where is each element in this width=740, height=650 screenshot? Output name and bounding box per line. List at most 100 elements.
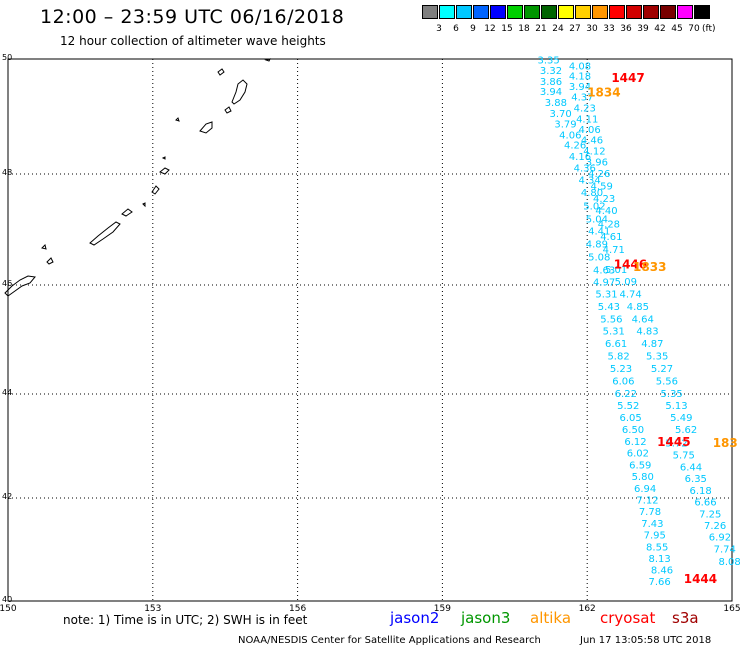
wave-height-label: 3.94 xyxy=(540,87,562,98)
wave-height-label: 6.59 xyxy=(629,460,651,471)
map-grid: 150 153 156 159 162 165 50 48 46 44 42 40 xyxy=(0,53,740,614)
latitude-tick-label: 48 xyxy=(2,168,12,177)
wave-height-label: 8.13 xyxy=(648,554,670,565)
map-subtitle: 12 hour collection of altimeter wave hei… xyxy=(60,34,326,48)
footer-credit: NOAA/NESDIS Center for Satellite Applica… xyxy=(238,635,541,646)
wave-height-label: 8.08 xyxy=(718,557,740,568)
wave-height-label: 7.66 xyxy=(648,577,670,588)
island-small-a xyxy=(224,106,232,114)
wave-height-label: 3.79 xyxy=(554,119,576,130)
wave-height-label: 5.56 xyxy=(600,315,622,326)
wave-height-label: 7.95 xyxy=(644,531,666,542)
island-iturup xyxy=(89,221,121,246)
wave-height-label: 3.96 xyxy=(586,157,608,168)
wave-height-label: 5.82 xyxy=(607,352,629,363)
wave-height-label: 4.41 xyxy=(588,226,610,237)
scale-swatch xyxy=(575,5,591,19)
scale-swatch xyxy=(609,5,625,19)
latitude-tick-label: 50 xyxy=(2,53,12,62)
scale-unit: (ft) xyxy=(702,24,716,34)
pass-time-label: 1447 xyxy=(611,71,644,85)
island-urup xyxy=(121,208,133,217)
wave-height-label: 6.05 xyxy=(620,413,642,424)
wave-height-label: 6.18 xyxy=(689,486,711,497)
scale-tick-label: 18 xyxy=(518,24,530,34)
wave-height-label: 4.28 xyxy=(598,219,620,230)
wave-height-label: 4.63 xyxy=(593,265,615,276)
wave-height-label: 4.37 xyxy=(571,92,593,103)
wave-height-label: 5.72 xyxy=(665,439,687,450)
wave-height-label: 5.04 xyxy=(586,214,608,225)
island-shikotan xyxy=(46,257,54,265)
island-kunashir xyxy=(41,244,47,250)
scale-tick-label: 42 xyxy=(654,24,666,34)
wave-height-label: 3.32 xyxy=(540,66,562,77)
wave-height-label: 4.12 xyxy=(583,146,605,157)
wave-height-label: 5.62 xyxy=(675,425,697,436)
wave-height-label: 4.26 xyxy=(588,169,610,180)
wave-height-label: 7.12 xyxy=(636,496,658,507)
wave-height-label: 4.74 xyxy=(620,290,642,301)
wave-height-label: 3.35 xyxy=(537,56,559,67)
wave-height-label: 7.25 xyxy=(699,510,721,521)
wave-height-label: 4.46 xyxy=(581,136,603,147)
scale-tick-label: 21 xyxy=(535,24,547,34)
island-ketoy xyxy=(151,185,160,195)
wave-height-label: 3.94 xyxy=(569,82,591,93)
island-small-c xyxy=(264,58,271,62)
altimeter-tracks: 3.353.323.863.943.883.703.794.064.264.16… xyxy=(537,56,740,588)
footer-timestamp: Jun 17 13:05:58 UTC 2018 xyxy=(580,635,712,646)
wave-height-label: 4.83 xyxy=(636,327,658,338)
scale-tick-label: 27 xyxy=(569,24,581,34)
wave-height-label: 6.94 xyxy=(634,484,656,495)
scale-tick-label: 36 xyxy=(620,24,632,34)
wave-height-label: 4.59 xyxy=(591,182,613,193)
scale-tick-label: 33 xyxy=(603,24,615,34)
wave-height-label: 5.23 xyxy=(610,364,632,375)
wave-height-label: 5.35 xyxy=(646,352,668,363)
wave-height-label: 4.40 xyxy=(595,206,617,217)
scale-tick-label: 6 xyxy=(453,24,459,34)
wave-height-label: 5.31 xyxy=(595,290,617,301)
wave-height-label: 6.92 xyxy=(709,533,731,544)
wave-height-label: 5.49 xyxy=(670,413,692,424)
wave-height-label: 4.23 xyxy=(574,103,596,114)
map-frame xyxy=(7,58,733,602)
pass-time-label: 1834 xyxy=(587,85,620,99)
wave-height-label: 5.27 xyxy=(651,364,673,375)
scale-swatch xyxy=(541,5,557,19)
pass-time-label: 1446 xyxy=(614,257,647,271)
scale-tick-label: 9 xyxy=(470,24,476,34)
land-kamchatka-tip xyxy=(4,275,36,297)
wave-height-label: 4.34 xyxy=(578,175,600,186)
wave-height-label: 4.06 xyxy=(578,125,600,136)
wave-height-label: 5.09 xyxy=(615,277,637,288)
scale-swatch xyxy=(473,5,489,19)
wave-height-label: 6.02 xyxy=(627,448,649,459)
scale-tick-label: 45 xyxy=(671,24,683,34)
wave-height-label: 3.86 xyxy=(540,77,562,88)
wave-height-label: 4.18 xyxy=(569,72,591,83)
scale-swatch xyxy=(694,5,710,19)
wave-height-label: 6.44 xyxy=(680,462,702,473)
scale-tick-label: 24 xyxy=(552,24,564,34)
wave-height-label: 6.66 xyxy=(694,498,716,509)
wave-height-label: 4.80 xyxy=(581,188,603,199)
wave-height-label: 6.06 xyxy=(612,377,634,388)
latitude-tick-label: 40 xyxy=(2,595,12,604)
wave-height-label: 4.08 xyxy=(569,61,591,72)
wave-height-label: 4.36 xyxy=(574,164,596,175)
scale-tick-label: 15 xyxy=(501,24,513,34)
scale-tick-label: 30 xyxy=(586,24,598,34)
wave-height-label: 5.80 xyxy=(632,472,654,483)
wave-height-label: 6.22 xyxy=(615,389,637,400)
scale-tick-label: 70 xyxy=(688,24,700,34)
island-small-f xyxy=(142,202,146,208)
wave-height-label: 5.35 xyxy=(661,389,683,400)
scale-tick-label: 39 xyxy=(637,24,649,34)
satellite-name-s3a: s3a xyxy=(672,609,699,627)
longitude-tick-label: 162 xyxy=(579,604,596,614)
wave-height-label: 4.85 xyxy=(627,302,649,313)
scale-swatch xyxy=(490,5,506,19)
